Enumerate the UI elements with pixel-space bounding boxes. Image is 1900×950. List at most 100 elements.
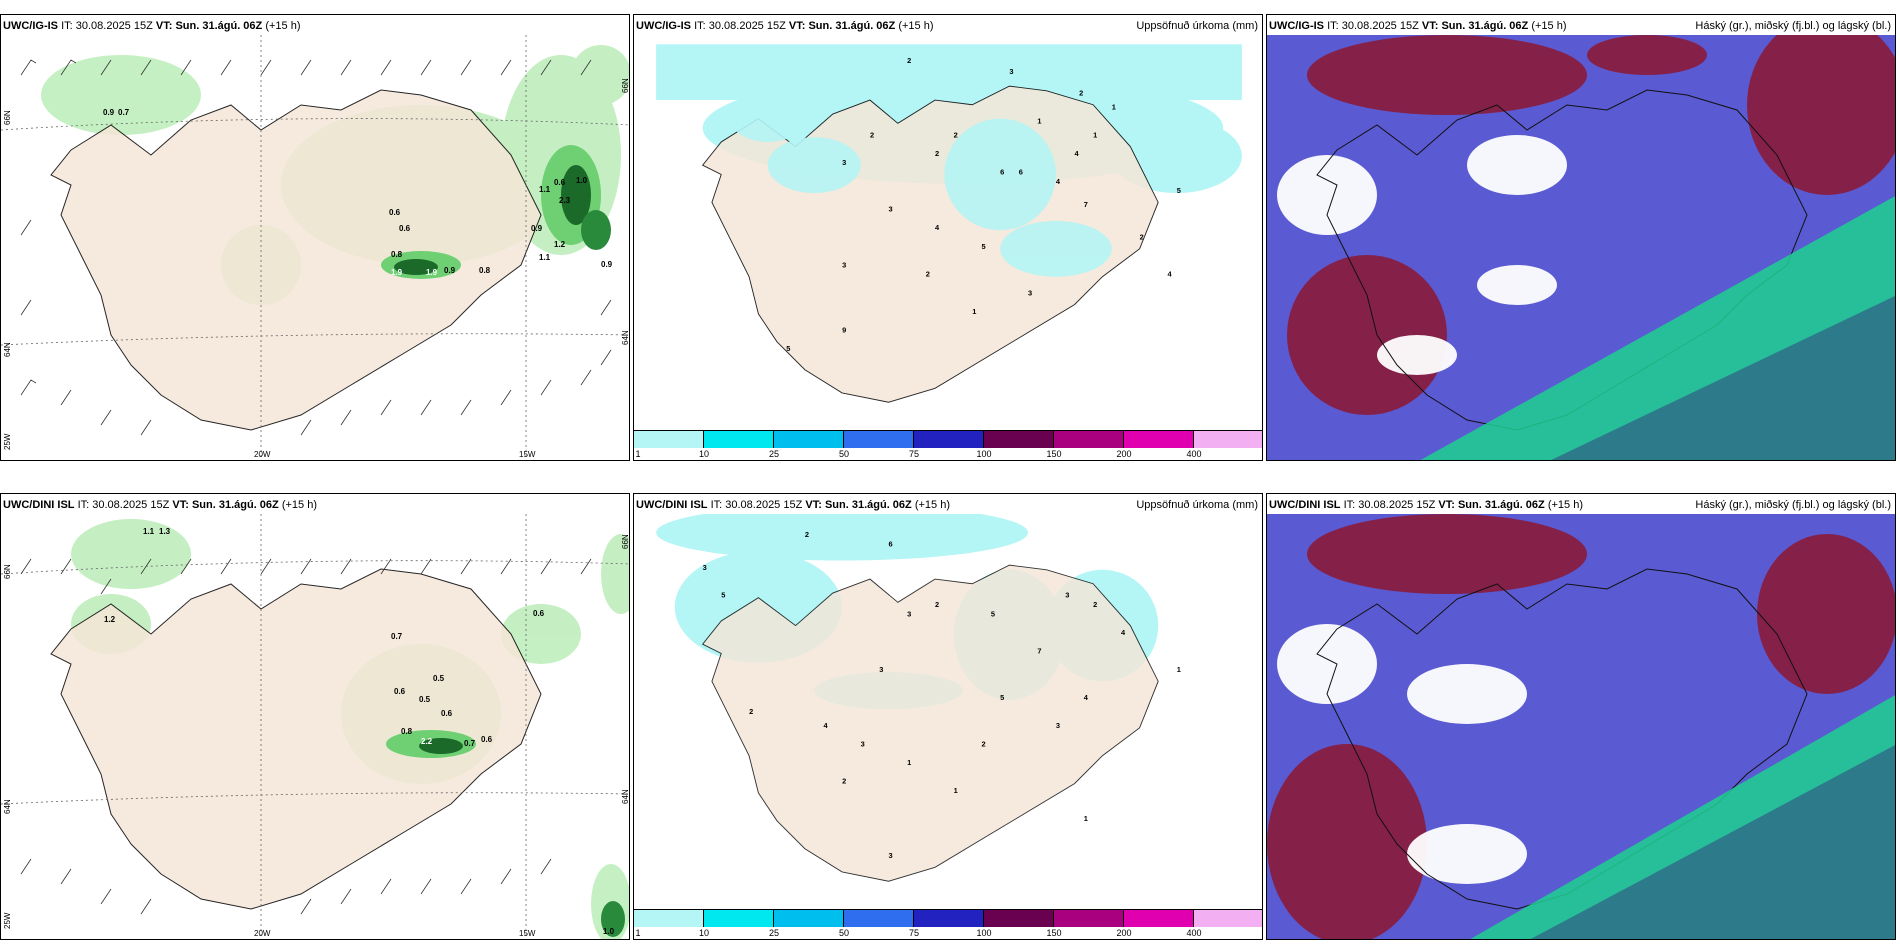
colorbar-swatch — [1194, 909, 1262, 927]
panel-right-title: Háský (gr.), miðský (fj.bl.) og lágský (… — [1695, 20, 1891, 32]
value-label: 1 — [972, 307, 976, 316]
value-label: 1.9 — [426, 268, 438, 277]
value-label: 6 — [1000, 167, 1004, 176]
colorbar-label: 10 — [698, 928, 710, 938]
value-label: 0.8 — [479, 266, 491, 275]
value-label: 1 — [907, 758, 911, 767]
colorbar-label: 150 — [1046, 449, 1062, 459]
value-label: 2.3 — [559, 196, 571, 205]
panel-title: UWC/DINI ISL IT: 30.08.2025 15Z VT: Sun.… — [636, 499, 950, 511]
colorbar-swatch — [844, 909, 914, 927]
value-label: 3 — [879, 665, 883, 674]
colorbar-label: 1 — [635, 928, 641, 938]
colorbar-swatch — [704, 430, 774, 448]
value-label: 3 — [889, 851, 893, 860]
value-label: 2 — [926, 270, 930, 279]
value-label: 3 — [907, 609, 911, 618]
value-label: 3 — [889, 205, 893, 214]
value-label: 3 — [1056, 721, 1060, 730]
value-label: 1.3 — [159, 527, 171, 536]
panel-title: UWC/IG-IS IT: 30.08.2025 15Z VT: Sun. 31… — [1269, 20, 1567, 32]
value-label: 4 — [1121, 628, 1126, 637]
colorbar-label: 100 — [976, 928, 992, 938]
value-label: 2 — [870, 130, 874, 139]
colorbar-swatch — [774, 430, 844, 448]
value-label: 0.8 — [391, 250, 403, 259]
value-label: 4 — [823, 721, 828, 730]
value-label: 1.2 — [104, 615, 116, 624]
colorbar-label: 400 — [1186, 449, 1202, 459]
colorbar-swatch — [984, 909, 1054, 927]
value-label: 5 — [1177, 186, 1181, 195]
colorbar-swatch — [844, 430, 914, 448]
value-label: 4 — [935, 223, 940, 232]
value-label: 0.6 — [554, 178, 566, 187]
value-label: 1 — [1093, 130, 1097, 139]
value-label: 4 — [1167, 270, 1172, 279]
colorbar-swatch — [914, 909, 984, 927]
colorbar-swatch — [914, 430, 984, 448]
value-label: 2 — [935, 149, 939, 158]
colorbar-label: 200 — [1116, 928, 1132, 938]
value-label: 6 — [1019, 167, 1023, 176]
wind-precip-map: 1.1 1.3 1.2 0.7 0.5 0.6 0.5 0.6 0.8 2.2 … — [1, 514, 629, 939]
value-label: 0.7 — [464, 739, 476, 748]
colorbar-swatch — [1054, 909, 1124, 927]
value-label: 3 — [1028, 288, 1032, 297]
colorbar-label: 10 — [698, 449, 710, 459]
lat-label: 64N — [3, 799, 12, 814]
accum-precip-map: 2 3 5 6 3 2 5 7 3 2 4 1 3 5 2 4 3 1 2 3 … — [656, 514, 1242, 884]
colorbar-swatch — [774, 909, 844, 927]
value-label: 2 — [982, 739, 986, 748]
panel-right-title: Háský (gr.), miðský (fj.bl.) og lágský (… — [1695, 499, 1891, 511]
value-label: 1 — [1112, 102, 1116, 111]
panel-right-title: Uppsöfnuð úrkoma (mm) — [1136, 499, 1258, 511]
value-label: 6 — [889, 540, 893, 549]
value-label: 5 — [721, 591, 725, 600]
value-label: 2 — [907, 56, 911, 65]
value-label: 5 — [1000, 693, 1004, 702]
value-label: 7 — [1084, 200, 1088, 209]
panel-dini-wind-precip: UWC/DINI ISL IT: 30.08.2025 15Z VT: Sun.… — [0, 493, 630, 940]
value-label: 0.6 — [481, 735, 493, 744]
value-label: 1 — [1037, 116, 1041, 125]
high-cloud — [1287, 35, 1895, 415]
lon-label: 25W — [3, 433, 12, 450]
wind-barbs — [20, 59, 612, 436]
panel-right-title: Uppsöfnuð úrkoma (mm) — [1136, 20, 1258, 32]
panel-title: UWC/IG-IS IT: 30.08.2025 15Z VT: Sun. 31… — [636, 20, 934, 32]
colorbar-swatch — [984, 430, 1054, 448]
panel-title: UWC/IG-IS IT: 30.08.2025 15Z VT: Sun. 31… — [3, 20, 301, 32]
lat-label: 64N — [621, 330, 630, 345]
value-label: 5 — [991, 609, 995, 618]
colorbar-swatch — [634, 909, 704, 927]
value-label: 3 — [1009, 67, 1013, 76]
colorbar-label: 150 — [1046, 928, 1062, 938]
colorbar-swatch — [704, 909, 774, 927]
value-label: 1.1 — [539, 253, 551, 262]
colorbar-label: 1 — [635, 449, 641, 459]
value-label: 1.1 — [143, 527, 155, 536]
lon-label: 15W — [519, 929, 536, 938]
value-labels: 2 3 2 1 1 2 2 1 2 3 4 6 6 4 7 5 3 2 4 5 … — [786, 56, 1181, 353]
value-label: 7 — [1037, 646, 1041, 655]
value-label: 4 — [1075, 149, 1080, 158]
value-label: 3 — [703, 563, 707, 572]
value-label: 1.9 — [391, 268, 403, 277]
lat-label: 64N — [3, 342, 12, 357]
value-label: 0.8 — [401, 727, 413, 736]
colorbar-label: 50 — [838, 449, 850, 459]
colorbar-label: 25 — [768, 449, 780, 459]
lon-label: 15W — [519, 450, 536, 459]
value-label: 2 — [1140, 233, 1144, 242]
value-label: 1.0 — [603, 927, 615, 936]
value-label: 0.5 — [433, 674, 445, 683]
value-label: 2 — [935, 600, 939, 609]
value-label: 2 — [749, 707, 753, 716]
colorbar-swatch — [1194, 430, 1262, 448]
iceland-landmass — [50, 568, 542, 910]
value-label: 4 — [1084, 693, 1089, 702]
value-label: 1.0 — [576, 176, 588, 185]
colorbar-label: 200 — [1116, 449, 1132, 459]
value-label: 1 — [1177, 665, 1181, 674]
